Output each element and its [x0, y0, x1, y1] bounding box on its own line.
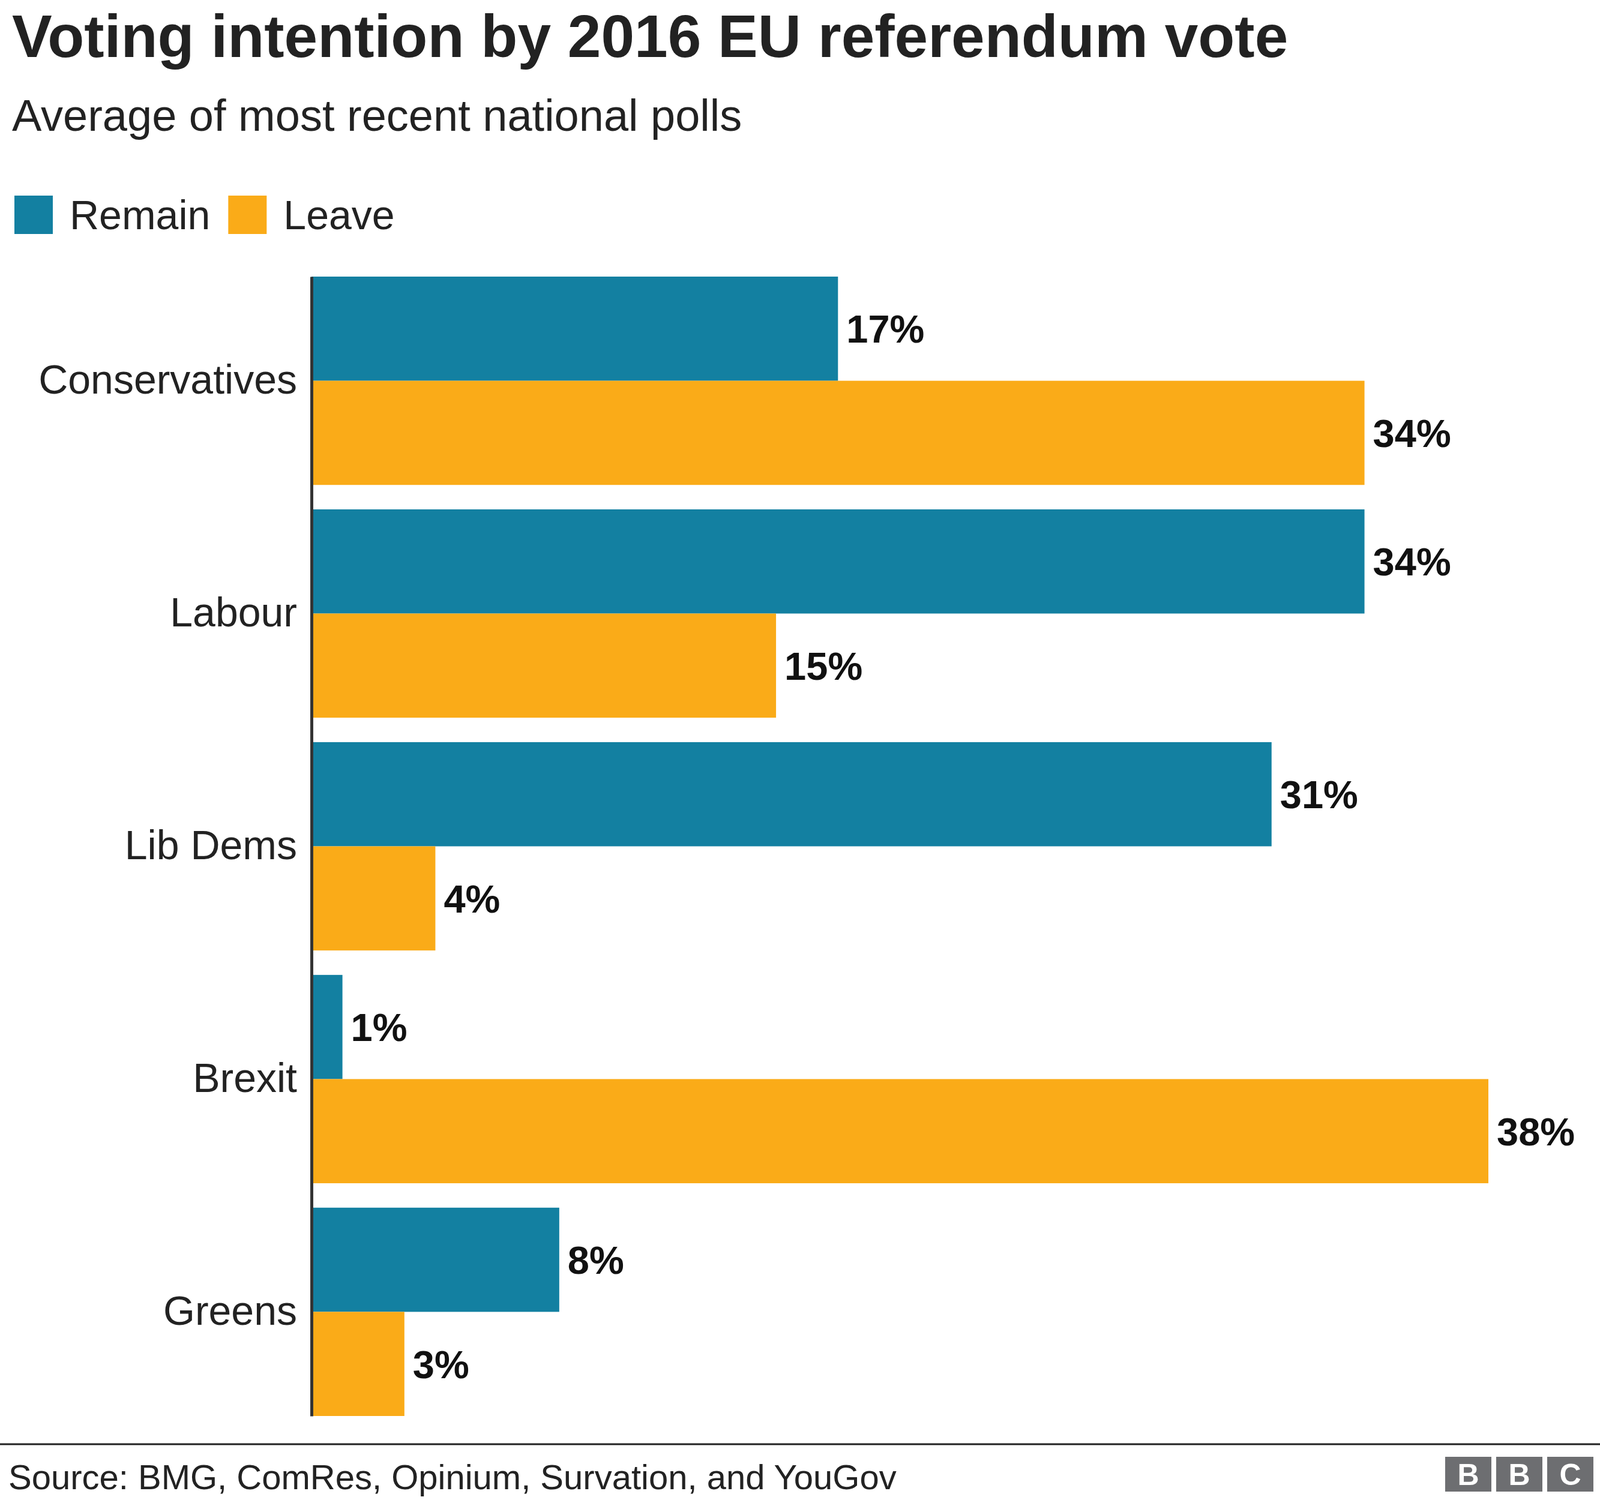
- bar: [311, 1208, 560, 1313]
- bar: [311, 509, 1365, 614]
- bar: [311, 381, 1365, 486]
- legend-label: Leave: [283, 192, 395, 238]
- data-label: 3%: [412, 1343, 470, 1387]
- data-label: 4%: [443, 877, 500, 922]
- legend-swatch: [14, 195, 53, 235]
- chart: Voting intention by 2016 EU referendum v…: [0, 0, 1600, 1500]
- legend-label: Remain: [69, 192, 211, 238]
- y-axis: Conservatives Labour Lib Dems Brexit Greens: [38, 277, 312, 1417]
- bar: [311, 613, 776, 719]
- data-label: 38%: [1496, 1110, 1575, 1155]
- y-axis-line: [310, 277, 314, 1417]
- tick: Conservatives: [38, 356, 298, 403]
- data-label: 34%: [1373, 411, 1452, 456]
- data-label: 34%: [1373, 540, 1452, 584]
- tick-label: Conservatives: [38, 356, 298, 403]
- bar: [311, 846, 436, 952]
- bar: [311, 276, 838, 382]
- data-label: 17%: [846, 307, 925, 352]
- tick: Brexit: [192, 1055, 298, 1101]
- data-label: 31%: [1280, 772, 1359, 817]
- tick-label: Brexit: [192, 1055, 298, 1101]
- title: Voting intention by 2016 EU referendum v…: [12, 2, 1288, 70]
- bar: [311, 1311, 405, 1417]
- bar: [311, 742, 1272, 847]
- data-labels: 17% 34% 31% 1% 8% 34% 15% 4% 38% 3%: [351, 307, 1576, 1387]
- credit: BBC: [1457, 1458, 1581, 1492]
- tick: Greens: [163, 1287, 298, 1334]
- legend-swatch: [228, 195, 267, 235]
- subtitle: Average of most recent national polls: [12, 90, 742, 141]
- tick: Lib Dems: [124, 822, 298, 868]
- legend: Remain Leave: [14, 192, 395, 238]
- tick: Labour: [169, 589, 298, 635]
- bar: [311, 1079, 1489, 1184]
- data-label: 15%: [784, 644, 863, 689]
- bar: [311, 975, 343, 1080]
- source: Source: BMG, ComRes, Opinium, Survation,…: [8, 1457, 897, 1497]
- footer-rule: [0, 1443, 1600, 1446]
- tick-label: Greens: [163, 1287, 298, 1334]
- bars: [311, 276, 1489, 1417]
- tick-label: Lib Dems: [124, 822, 298, 868]
- tick-label: Labour: [169, 589, 298, 635]
- data-label: 8%: [567, 1238, 625, 1283]
- data-label: 1%: [351, 1005, 408, 1050]
- logo: BBC: [1445, 1457, 1594, 1492]
